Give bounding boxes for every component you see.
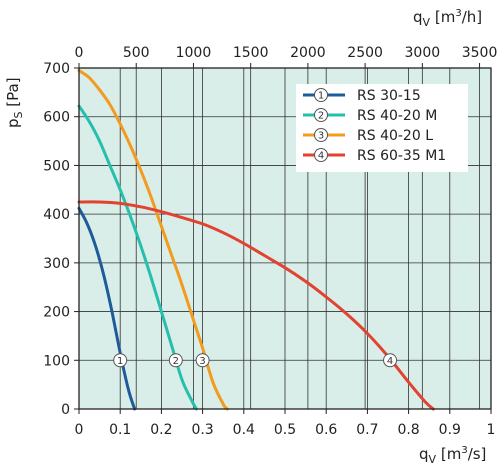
x2-tick-label: 3000: [405, 45, 441, 61]
curve-marker-label-3: 3: [199, 356, 205, 367]
legend-marker-circle-4: [314, 148, 328, 162]
y-tick-label: 0: [61, 402, 70, 418]
x-tick-label: 0.6: [315, 422, 337, 438]
legend-entry-3: RS 40-20 L: [357, 128, 433, 144]
series-line-2: [77, 104, 198, 411]
y-tick-label: 100: [43, 353, 70, 369]
x2-tick-label: 2000: [290, 45, 326, 61]
x2-tick-label: 0: [75, 45, 84, 61]
legend-entry-1: RS 30-15: [357, 88, 421, 104]
x2-tick-label: 1000: [176, 45, 212, 61]
series-line-1: [77, 206, 137, 411]
curve-marker-circle-2: [168, 353, 183, 368]
legend-marker-circle-3: [314, 128, 328, 142]
x2-tick-label: 1500: [233, 45, 269, 61]
y-axis-label: pS [Pa]: [4, 77, 25, 128]
x-tick-label: 0.7: [356, 422, 378, 438]
x2-tick-label: 500: [123, 45, 150, 61]
x2-axis-label: qV [m3/h]: [413, 8, 482, 29]
curve-marker-label-2: 2: [173, 356, 179, 367]
x-tick-label: 0: [75, 422, 84, 438]
x-tick-label: 0.4: [233, 422, 255, 438]
curve-marker-label-1: 1: [117, 356, 123, 367]
x-tick-label: 0.3: [191, 422, 213, 438]
legend-marker-label-4: 4: [318, 151, 324, 162]
curve-marker-label-4: 4: [387, 356, 393, 367]
x2-tick-label: 3500: [462, 45, 498, 61]
y-tick-label: 400: [43, 207, 70, 223]
x2-tick-label: 2500: [347, 45, 383, 61]
y-tick-label: 200: [43, 305, 70, 321]
legend-marker-circle-1: [314, 88, 328, 102]
curve-marker-circle-4: [383, 353, 398, 368]
legend-marker-label-3: 3: [318, 131, 324, 142]
x-axis-label: qV [m3/s]: [419, 445, 486, 466]
x-tick-label: 0.1: [109, 422, 131, 438]
y-tick-label: 300: [43, 256, 70, 272]
x-tick-label: 0.2: [150, 422, 172, 438]
x-tick-label: 0.9: [439, 422, 461, 438]
x-tick-label: 0.8: [397, 422, 419, 438]
x-axis-ticks: 0 0.1 0.2 0.3 0.4 0.5 0.6 0.7 0.8 0.9 1: [75, 409, 496, 438]
curve-marker-circle-1: [113, 353, 128, 368]
legend-marker-circle-2: [314, 108, 328, 122]
y-axis-ticks: 0 100 200 300 400 500 600 700: [43, 61, 79, 418]
y-tick-label: 600: [43, 110, 70, 126]
curve-marker-circle-3: [195, 353, 210, 368]
y-tick-label: 700: [43, 61, 70, 77]
y-tick-label: 500: [43, 158, 70, 174]
x-tick-label: 0.5: [274, 422, 296, 438]
legend-marker-label-1: 1: [318, 91, 324, 102]
x2-axis-ticks: 0 500 1000 1500 2000 2500 3000 3500: [75, 45, 498, 68]
legend-entry-2: RS 40-20 M: [357, 108, 437, 124]
legend-marker-label-2: 2: [318, 111, 324, 122]
curve-markers: 1 2 3 4: [113, 353, 398, 368]
x-tick-label: 1: [487, 422, 496, 438]
legend: 1 RS 30-15 2 RS 40-20 M 3 RS 40-20 L 4 RS 60-35…: [296, 84, 468, 172]
legend-entry-4: RS 60-35 M1: [357, 148, 446, 164]
